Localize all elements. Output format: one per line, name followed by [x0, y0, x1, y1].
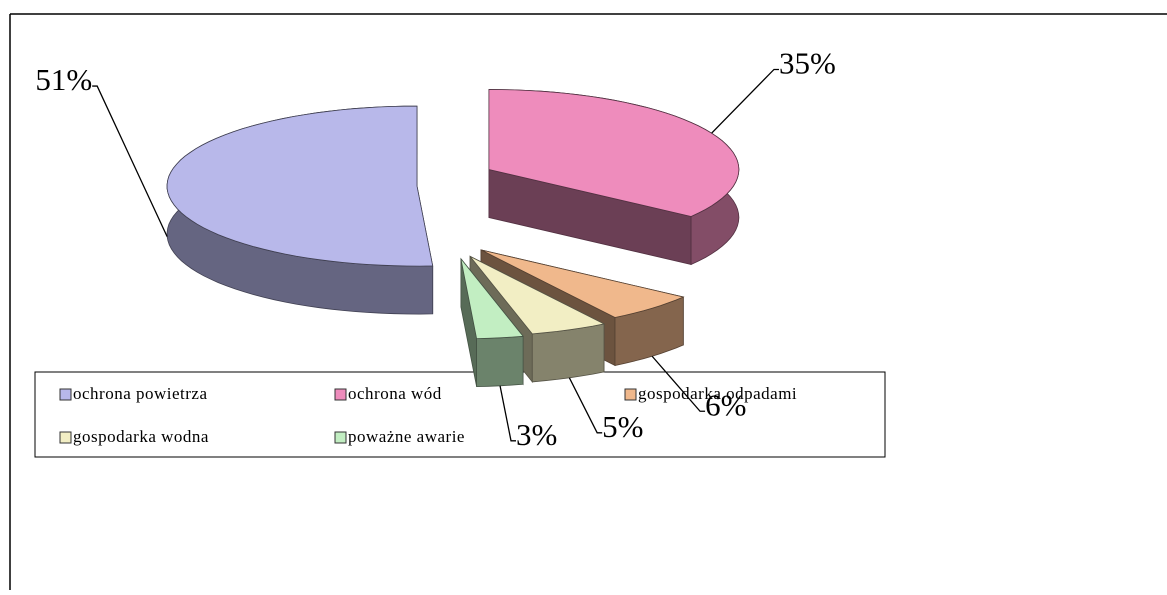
slice-top	[166, 105, 434, 267]
legend-label: poważne awarie	[348, 427, 465, 446]
data-label: 5%	[602, 409, 643, 444]
data-label: 51%	[35, 62, 92, 97]
legend-swatch	[59, 388, 72, 401]
pie-slice	[166, 105, 434, 315]
data-label: 3%	[516, 417, 557, 452]
legend-swatch	[624, 388, 637, 401]
slice-outer-wall	[476, 335, 524, 388]
legend-label: ochrona wód	[348, 384, 442, 403]
legend-swatch	[59, 431, 72, 444]
pie-slice	[469, 255, 606, 384]
legend-label: gospodarka odpadami	[638, 384, 797, 403]
slice-top	[488, 89, 740, 217]
leader-line	[92, 85, 168, 237]
legend-swatch	[334, 431, 347, 444]
pie-slice	[488, 89, 740, 266]
legend-swatch	[334, 388, 347, 401]
leader-line	[711, 68, 779, 134]
leader-line	[568, 377, 603, 434]
data-label: 35%	[779, 46, 836, 81]
legend-box	[34, 371, 886, 458]
pie-slice	[460, 257, 524, 388]
legend-label: gospodarka wodna	[73, 427, 209, 446]
legend-label: ochrona powietrza	[73, 384, 208, 403]
slice-top	[480, 249, 685, 318]
leader-line	[499, 385, 517, 442]
slice-top	[469, 256, 606, 335]
slice-top	[460, 258, 524, 340]
data-label: 6%	[705, 387, 746, 422]
leader-line	[651, 355, 706, 412]
